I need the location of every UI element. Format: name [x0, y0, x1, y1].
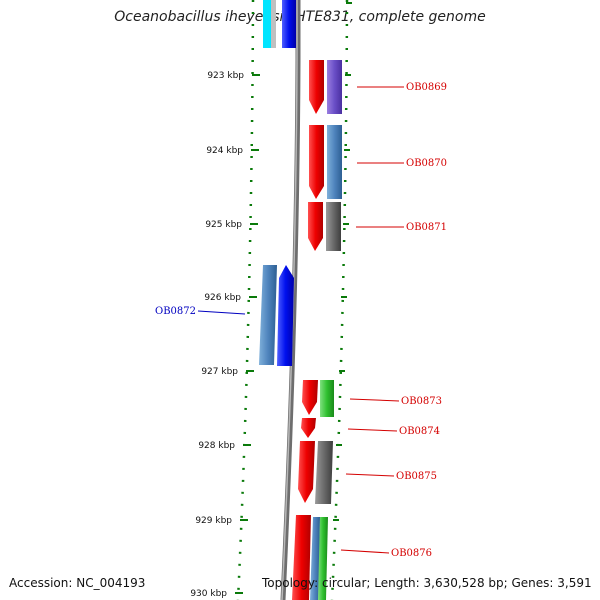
gene-feature-top-grey: [271, 0, 276, 48]
leader-line-ob0876: [340, 549, 390, 554]
gene-feature-top-blue: [282, 0, 296, 48]
scale-ruler-right: [330, 0, 349, 600]
leader-line-ob0874: [347, 428, 398, 432]
gene-feature-top-cyan: [263, 0, 271, 48]
gene-arrow-ob0872: [277, 265, 294, 366]
leader-line-ob0875: [345, 473, 395, 477]
gene-arrow-ob0871: [308, 202, 323, 251]
scale-ruler-left: [236, 0, 255, 600]
gene-arrow-ob0874: [301, 418, 316, 438]
gene-arrow-ob0873: [302, 380, 318, 415]
scale-label-928: 928 kbp: [198, 441, 235, 451]
gene-arrow-ob0876: [292, 515, 311, 600]
gene-arrow-ob0875: [298, 441, 315, 503]
gene-label-ob0874: OB0874: [399, 426, 440, 437]
gene-label-ob0876: OB0876: [391, 548, 432, 559]
scale-label-927: 927 kbp: [201, 367, 238, 377]
gene-cds-ob0872: [259, 265, 277, 365]
gene-label-ob0869: OB0869: [406, 82, 447, 93]
gene-label-ob0871: OB0871: [406, 222, 447, 233]
scale-label-923: 923 kbp: [207, 71, 244, 81]
scale-label-929: 929 kbp: [195, 516, 232, 526]
gene-label-ob0873: OB0873: [401, 396, 442, 407]
scale-ticks: [235, 2, 352, 594]
genome-backbone: [280, 0, 301, 600]
gene-cds-ob0871: [326, 202, 341, 251]
gene-label-ob0875: OB0875: [396, 471, 437, 482]
gene-cds-ob0876-blue: [310, 517, 320, 600]
scale-label-930: 930 kbp: [190, 589, 227, 599]
gene-cds-ob0875: [315, 441, 333, 504]
scale-label-925: 925 kbp: [205, 220, 242, 230]
accession-text: Accession: NC_004193: [9, 576, 146, 590]
gene-label-ob0872: OB0872: [155, 306, 196, 317]
gene-arrow-ob0870: [309, 125, 324, 199]
topology-text: Topology: circular; Length: 3,630,528 bp…: [262, 576, 592, 590]
scale-label-924: 924 kbp: [206, 146, 243, 156]
leader-line-ob0872: [197, 310, 246, 315]
gene-cds-ob0873: [320, 380, 334, 417]
gene-cds-ob0869: [327, 60, 342, 114]
gene-cds-ob0876-green: [318, 517, 328, 600]
gene-arrow-ob0869: [309, 60, 324, 114]
scale-label-926: 926 kbp: [204, 293, 241, 303]
gene-label-ob0870: OB0870: [406, 158, 447, 169]
gene-cds-ob0870: [327, 125, 342, 199]
leader-line-ob0873: [349, 398, 400, 402]
